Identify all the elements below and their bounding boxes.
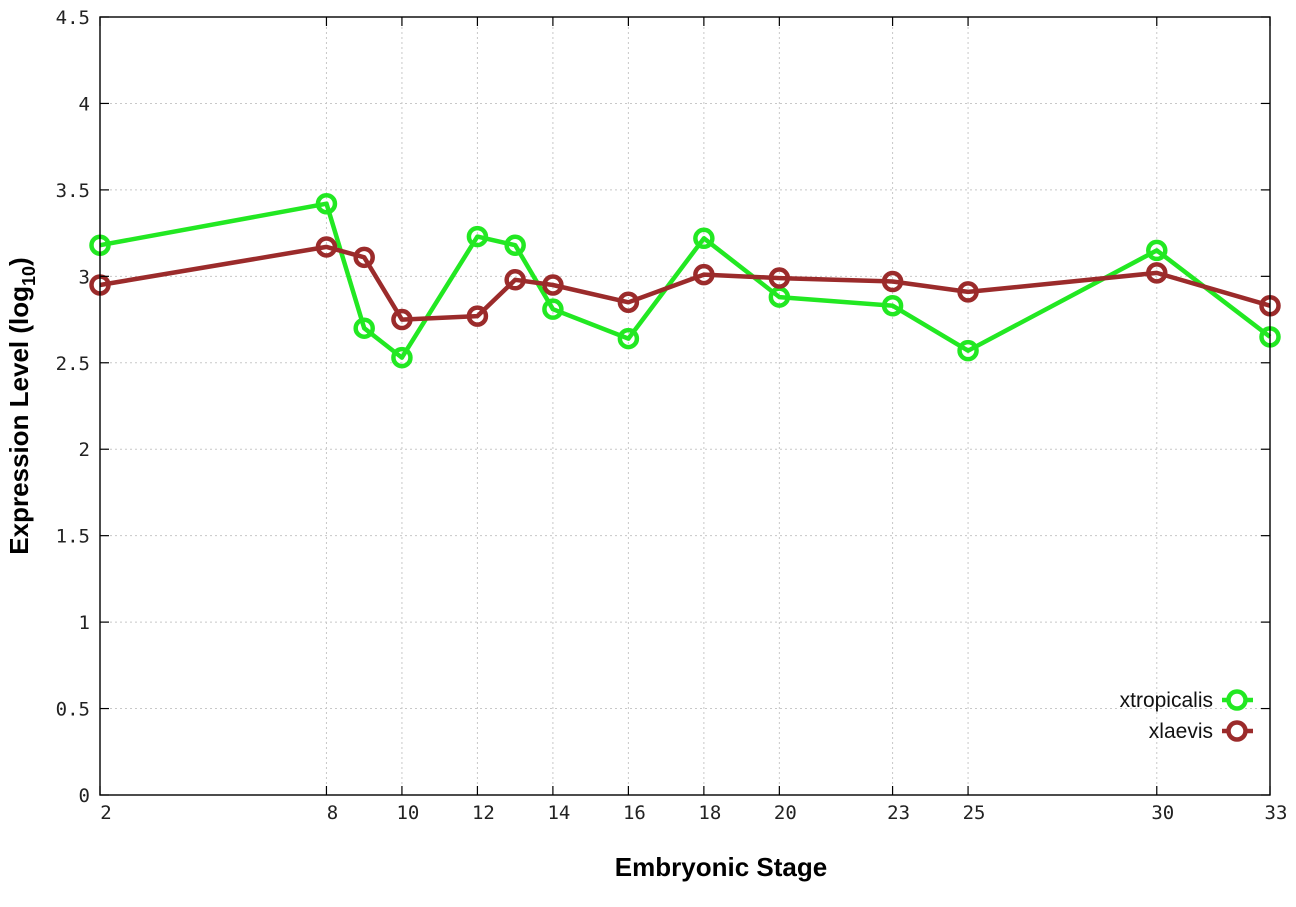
y-axis-title: Expression Level (log10) bbox=[4, 257, 39, 554]
y-tick-label: 1.5 bbox=[56, 526, 90, 548]
data-point bbox=[693, 227, 715, 250]
data-point bbox=[391, 308, 413, 331]
data-point bbox=[881, 270, 904, 293]
legend: xtropicalis xlaevis bbox=[1120, 689, 1253, 743]
data-point bbox=[504, 234, 526, 256]
y-tick-labels: 0 0.5 1 1.5 2 2.5 3 3.5 4 4.5 bbox=[56, 7, 90, 807]
x-tick-label: 25 bbox=[963, 802, 986, 824]
data-point bbox=[617, 327, 640, 350]
data-point bbox=[315, 236, 338, 258]
data-point bbox=[693, 263, 715, 286]
data-point bbox=[881, 294, 904, 317]
legend-label: xlaevis bbox=[1149, 720, 1213, 743]
x-axis-title: Embryonic Stage bbox=[615, 852, 827, 882]
y-tick-label: 3.5 bbox=[56, 180, 90, 202]
legend-entry-xtropicalis: xtropicalis bbox=[1120, 689, 1253, 712]
series-line-xlaevis bbox=[99, 244, 1271, 322]
series-xtropicalis bbox=[89, 192, 1281, 369]
data-point bbox=[315, 192, 338, 215]
y-tick-label: 0.5 bbox=[56, 699, 90, 721]
legend-entry-xlaevis: xlaevis bbox=[1149, 720, 1253, 743]
data-point bbox=[353, 246, 375, 269]
grid bbox=[100, 17, 1270, 795]
data-point bbox=[617, 291, 640, 314]
x-tick-label: 2 bbox=[100, 802, 111, 824]
y-tick-label: 0 bbox=[79, 785, 90, 807]
y-tick-label: 1 bbox=[79, 612, 90, 634]
legend-marker bbox=[1226, 720, 1248, 742]
x-tick-label: 8 bbox=[327, 802, 338, 824]
ticks bbox=[99, 16, 1271, 796]
x-tick-label: 12 bbox=[472, 802, 495, 824]
x-tick-label: 14 bbox=[547, 802, 570, 824]
y-axis-title-close: ) bbox=[4, 257, 34, 266]
data-point bbox=[466, 305, 489, 327]
data-point bbox=[957, 281, 979, 303]
x-tick-label: 30 bbox=[1151, 802, 1174, 824]
y-tick-label: 4 bbox=[79, 93, 90, 115]
x-tick-label: 20 bbox=[774, 802, 797, 824]
data-point bbox=[542, 298, 564, 320]
x-tick-label: 16 bbox=[623, 802, 646, 824]
data-point bbox=[768, 267, 791, 289]
y-tick-label: 4.5 bbox=[56, 7, 90, 29]
data-point bbox=[1146, 239, 1168, 262]
x-tick-label: 10 bbox=[396, 802, 419, 824]
x-tick-labels: 2 8 10 12 14 16 18 20 23 25 30 33 bbox=[100, 802, 1287, 824]
y-tick-label: 2.5 bbox=[56, 353, 90, 375]
series-layer bbox=[89, 192, 1281, 369]
data-point bbox=[391, 346, 413, 369]
series-xlaevis bbox=[89, 236, 1281, 331]
plot-frame bbox=[99, 16, 1271, 796]
x-tick-label: 18 bbox=[698, 802, 721, 824]
x-tick-label: 33 bbox=[1265, 802, 1288, 824]
x-tick-label: 23 bbox=[887, 802, 910, 824]
y-axis-title-main: Expression Level (log bbox=[4, 286, 34, 555]
data-point bbox=[466, 225, 489, 248]
data-point bbox=[542, 274, 564, 296]
y-tick-label: 3 bbox=[79, 266, 90, 288]
legend-marker bbox=[1226, 689, 1248, 711]
y-axis-title-subscript: 10 bbox=[19, 266, 39, 286]
y-tick-label: 2 bbox=[79, 439, 90, 461]
data-point bbox=[1146, 262, 1168, 284]
data-point bbox=[353, 317, 375, 339]
data-point bbox=[768, 286, 791, 308]
data-point bbox=[957, 339, 979, 362]
legend-label: xtropicalis bbox=[1120, 689, 1213, 712]
data-point bbox=[504, 269, 526, 291]
